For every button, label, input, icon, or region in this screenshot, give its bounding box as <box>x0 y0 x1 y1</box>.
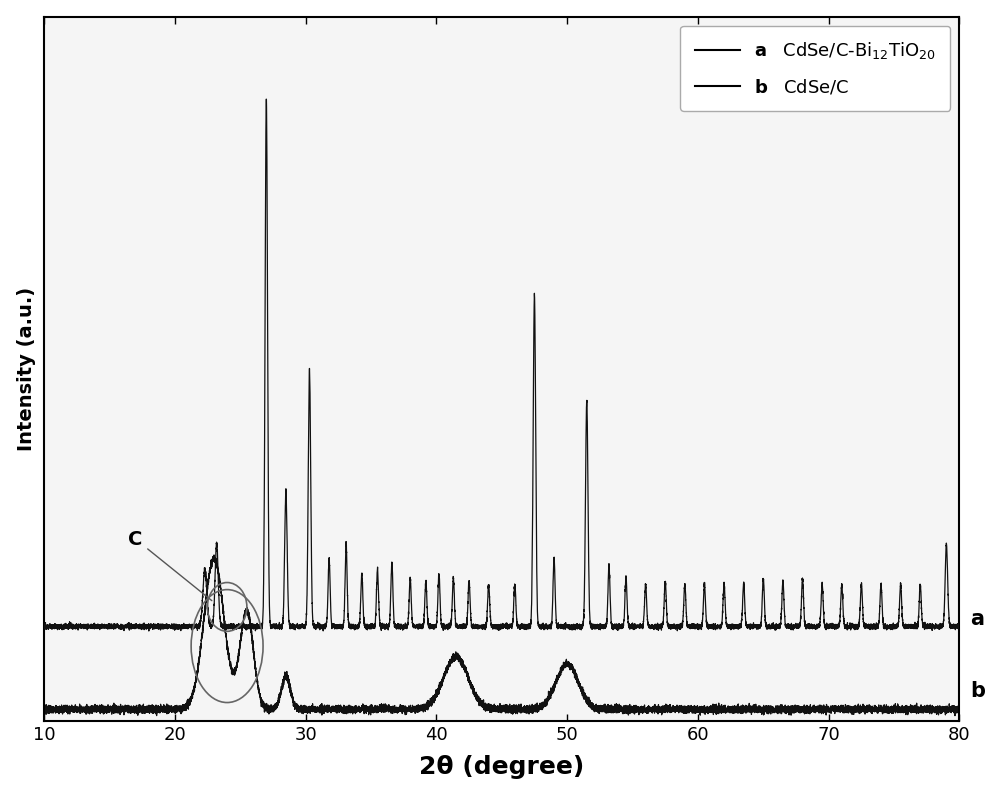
Text: C: C <box>128 529 212 601</box>
Text: b: b <box>970 681 985 701</box>
Legend: $\mathbf{a}$ $\;$ CdSe/C-Bi$_{12}$TiO$_{20}$, $\mathbf{b}$ $\;$ CdSe/C: $\mathbf{a}$ $\;$ CdSe/C-Bi$_{12}$TiO$_{… <box>680 25 950 111</box>
Text: a: a <box>970 609 984 629</box>
X-axis label: 2θ (degree): 2θ (degree) <box>419 755 584 779</box>
Y-axis label: Intensity (a.u.): Intensity (a.u.) <box>17 287 36 451</box>
